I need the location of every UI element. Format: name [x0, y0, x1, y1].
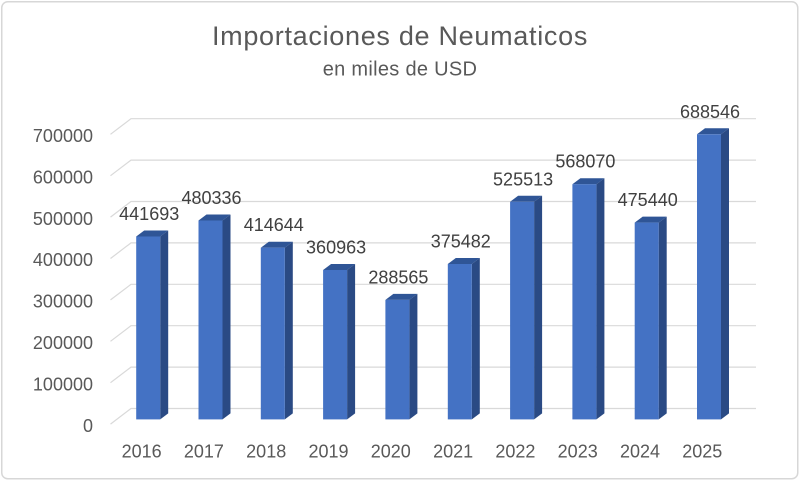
svg-text:525513: 525513	[493, 169, 553, 189]
svg-text:2017: 2017	[184, 442, 224, 462]
svg-text:414644: 414644	[244, 215, 304, 235]
svg-text:200000: 200000	[33, 333, 93, 353]
svg-text:400000: 400000	[33, 250, 93, 270]
svg-text:700000: 700000	[33, 126, 93, 146]
svg-text:0: 0	[83, 416, 93, 436]
svg-text:Importaciones de Neumaticos: Importaciones de Neumaticos	[212, 21, 588, 51]
svg-text:en miles de USD: en miles de USD	[323, 59, 478, 81]
svg-text:2021: 2021	[433, 442, 473, 462]
svg-text:100000: 100000	[33, 374, 93, 394]
svg-text:568070: 568070	[555, 152, 615, 172]
svg-text:600000: 600000	[33, 167, 93, 187]
svg-text:688546: 688546	[680, 102, 740, 122]
svg-text:2018: 2018	[246, 442, 286, 462]
svg-text:300000: 300000	[33, 292, 93, 312]
svg-text:360963: 360963	[306, 238, 366, 258]
svg-text:441693: 441693	[119, 204, 179, 224]
svg-text:2020: 2020	[371, 442, 411, 462]
svg-text:2019: 2019	[308, 442, 348, 462]
svg-text:2025: 2025	[682, 442, 722, 462]
svg-text:375482: 375482	[431, 232, 491, 252]
svg-text:2023: 2023	[558, 442, 598, 462]
svg-text:500000: 500000	[33, 209, 93, 229]
svg-text:288565: 288565	[368, 267, 428, 287]
svg-text:2016: 2016	[122, 442, 162, 462]
svg-text:2022: 2022	[495, 442, 535, 462]
svg-text:475440: 475440	[618, 190, 678, 210]
svg-text:480336: 480336	[181, 188, 241, 208]
svg-text:2024: 2024	[620, 442, 660, 462]
